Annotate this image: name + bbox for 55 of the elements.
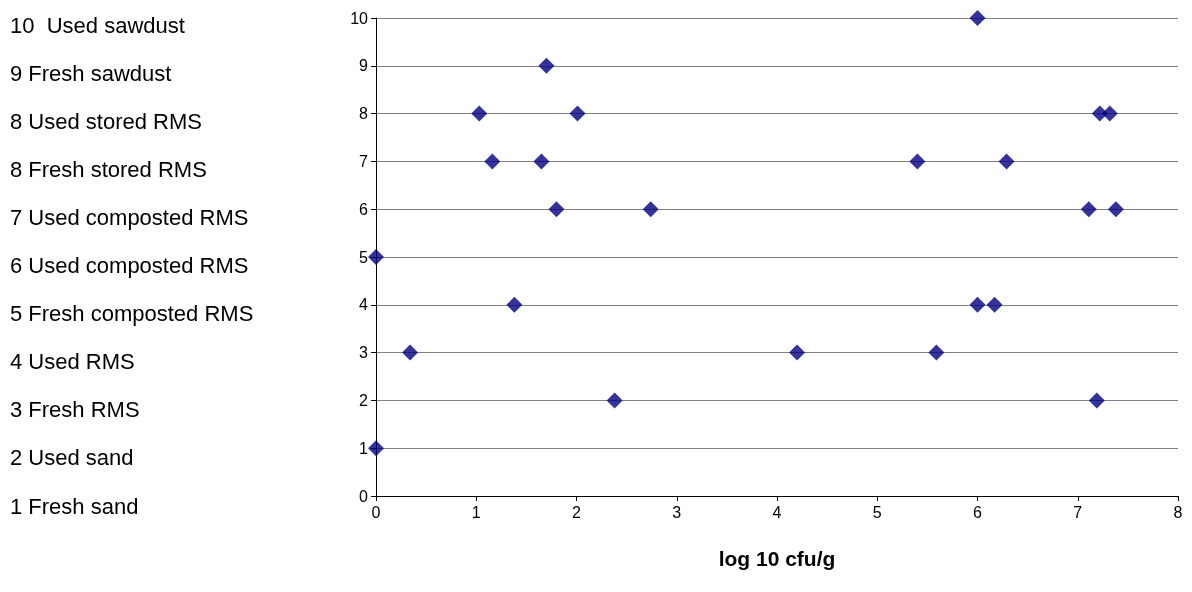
y-tick-label: 10: [350, 9, 369, 27]
x-tick-label: 8: [1173, 503, 1183, 521]
point: [402, 344, 419, 361]
x-tick-label: 4: [772, 503, 782, 521]
y-tick-label: 2: [359, 391, 369, 409]
point: [471, 105, 488, 122]
y-tick-label: 1: [359, 439, 369, 457]
point: [1080, 201, 1097, 218]
text: 6 Used composted RMS: [10, 253, 249, 278]
point: [569, 105, 586, 122]
y-tick-label: 3: [359, 344, 369, 362]
text: 3 Fresh RMS: [10, 397, 140, 423]
point: [969, 296, 986, 313]
x-tick-label: 3: [672, 503, 682, 521]
point: [538, 57, 555, 74]
point: [1088, 392, 1105, 409]
point: [998, 153, 1015, 170]
point: [533, 153, 550, 170]
point: [606, 392, 623, 409]
x-tick-label: 2: [572, 503, 582, 521]
point: [1107, 201, 1124, 218]
y-tick-label: 4: [359, 296, 369, 314]
x-axis-title: log 10 cfu/g: [718, 547, 836, 570]
point: [548, 201, 565, 218]
point: [484, 153, 501, 170]
x-tick-label: 6: [973, 503, 983, 521]
text: 4 Used RMS: [10, 349, 135, 375]
text: 2 Used sand: [10, 445, 134, 471]
point: [368, 249, 384, 265]
x-tick-label: 1: [471, 503, 481, 521]
text: 8 Fresh stored RMS: [10, 156, 207, 182]
text: 10 Used sawdust: [10, 12, 185, 38]
text: 9 Fresh sawdust: [10, 60, 172, 86]
text: 8 Used stored RMS: [10, 108, 202, 134]
x-tick-label: 7: [1073, 503, 1083, 521]
point: [986, 296, 1003, 313]
point: [642, 201, 659, 218]
point: [1101, 105, 1118, 122]
y-tick-label: 8: [359, 105, 369, 123]
y-tick-label: 7: [359, 152, 369, 170]
point: [909, 153, 926, 170]
point: [789, 344, 806, 361]
y-tick-label: 0: [359, 487, 369, 505]
text: 7 Used composted RMS: [10, 204, 249, 230]
point: [928, 344, 945, 361]
point: [506, 296, 523, 313]
text: 5 Fresh composted RMS: [10, 301, 254, 327]
text: 1 Fresh sand: [10, 493, 139, 519]
point: [969, 10, 986, 26]
y-tick-label: 9: [359, 57, 369, 75]
y-tick-label: 6: [359, 200, 369, 218]
point: [368, 440, 384, 457]
x-tick-label: 0: [371, 503, 381, 521]
y-tick-label: 5: [359, 248, 369, 266]
x-tick-label: 5: [872, 503, 882, 521]
